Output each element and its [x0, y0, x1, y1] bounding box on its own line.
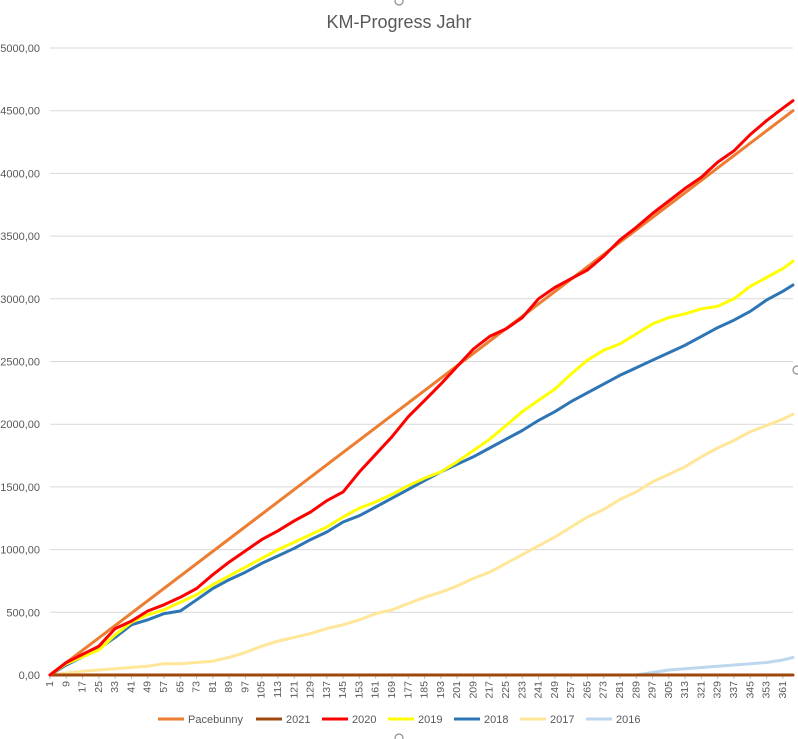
- x-tick-label: 57: [158, 681, 170, 693]
- x-tick-label: 81: [207, 681, 219, 693]
- y-tick-label: 5000,00: [0, 43, 40, 55]
- x-tick-label: 273: [598, 681, 610, 699]
- x-tick-label: 289: [630, 681, 642, 699]
- x-tick-label: 321: [695, 681, 707, 699]
- x-tick-label: 49: [142, 681, 154, 693]
- legend-label: 2021: [286, 714, 310, 726]
- series-line-2019: [48, 259, 795, 677]
- x-tick-label: 145: [337, 681, 349, 699]
- x-tick-label: 137: [321, 681, 333, 699]
- x-tick-label: 193: [435, 681, 447, 699]
- x-tick-label: 313: [679, 681, 691, 699]
- x-tick-label: 161: [370, 681, 382, 699]
- legend-label: 2020: [352, 714, 376, 726]
- x-tick-label: 97: [239, 681, 251, 693]
- x-tick-label: 233: [516, 681, 528, 699]
- x-tick-label: 1: [44, 681, 56, 687]
- x-tick-label: 217: [484, 681, 496, 699]
- series-line-2017: [48, 412, 795, 677]
- y-tick-label: 3000,00: [0, 294, 40, 306]
- y-tick-label: 4500,00: [0, 106, 40, 118]
- y-tick-label: 2500,00: [0, 357, 40, 369]
- selection-handles[interactable]: [394, 0, 798, 739]
- x-tick-label: 73: [191, 681, 203, 693]
- x-tick-label: 361: [777, 681, 789, 699]
- x-tick-label: 353: [761, 681, 773, 699]
- legend-label: 2018: [484, 714, 508, 726]
- y-tick-label: 2000,00: [0, 419, 40, 431]
- legend-label: 2019: [418, 714, 442, 726]
- y-tick-label: 0,00: [19, 670, 40, 682]
- y-tick-label: 3500,00: [0, 231, 40, 243]
- series-line-pacebunny: [48, 109, 795, 677]
- x-tick-label: 177: [402, 681, 414, 699]
- series-layer: [48, 99, 795, 677]
- x-tick-label: 201: [451, 681, 463, 699]
- x-tick-label: 337: [728, 681, 740, 699]
- x-tick-label: 265: [581, 681, 593, 699]
- x-axis-ticks: 1 9 17 25 33 41 49 57 65 73 81 89 97 105 113 121 129 137 1…: [44, 675, 789, 699]
- y-axis-ticks: 0,00 500,00 1000,00 1500,00 2000,00 2500,00 30…: [0, 43, 40, 682]
- x-tick-label: 225: [500, 681, 512, 699]
- resize-handle-right[interactable]: [792, 365, 798, 375]
- legend-label: 2016: [616, 714, 640, 726]
- x-tick-label: 65: [174, 681, 186, 693]
- resize-handle-bottom[interactable]: [394, 733, 404, 739]
- x-tick-label: 281: [614, 681, 626, 699]
- x-tick-label: 249: [549, 681, 561, 699]
- y-tick-label: 500,00: [6, 607, 40, 619]
- x-tick-label: 297: [647, 681, 659, 699]
- x-tick-label: 209: [467, 681, 479, 699]
- x-tick-label: 89: [223, 681, 235, 693]
- y-tick-label: 1500,00: [0, 482, 40, 494]
- x-tick-label: 257: [565, 681, 577, 699]
- x-tick-label: 329: [712, 681, 724, 699]
- x-tick-label: 9: [60, 681, 72, 687]
- x-tick-label: 185: [419, 681, 431, 699]
- chart-title: KM-Progress Jahr: [326, 12, 471, 32]
- x-tick-label: 241: [533, 681, 545, 699]
- x-tick-label: 345: [744, 681, 756, 699]
- legend: Pacebunny 2021 2020 2019 2018 2017 2016: [158, 714, 640, 726]
- resize-handle-top[interactable]: [394, 0, 404, 6]
- legend-label: Pacebunny: [188, 714, 244, 726]
- series-line-2020: [48, 99, 795, 677]
- x-tick-label: 129: [305, 681, 317, 699]
- grid-layer: [50, 47, 793, 676]
- x-tick-label: 41: [125, 681, 137, 693]
- x-tick-label: 169: [386, 681, 398, 699]
- x-tick-label: 121: [288, 681, 300, 699]
- x-tick-label: 33: [109, 681, 121, 693]
- x-tick-label: 105: [256, 681, 268, 699]
- x-tick-label: 25: [93, 681, 105, 693]
- x-tick-label: 153: [353, 681, 365, 699]
- legend-label: 2017: [550, 714, 574, 726]
- x-tick-label: 113: [272, 681, 284, 698]
- series-line-2016: [48, 655, 795, 677]
- y-tick-label: 4000,00: [0, 168, 40, 180]
- x-tick-label: 305: [663, 681, 675, 699]
- y-tick-label: 1000,00: [0, 545, 40, 557]
- x-tick-label: 17: [77, 681, 89, 693]
